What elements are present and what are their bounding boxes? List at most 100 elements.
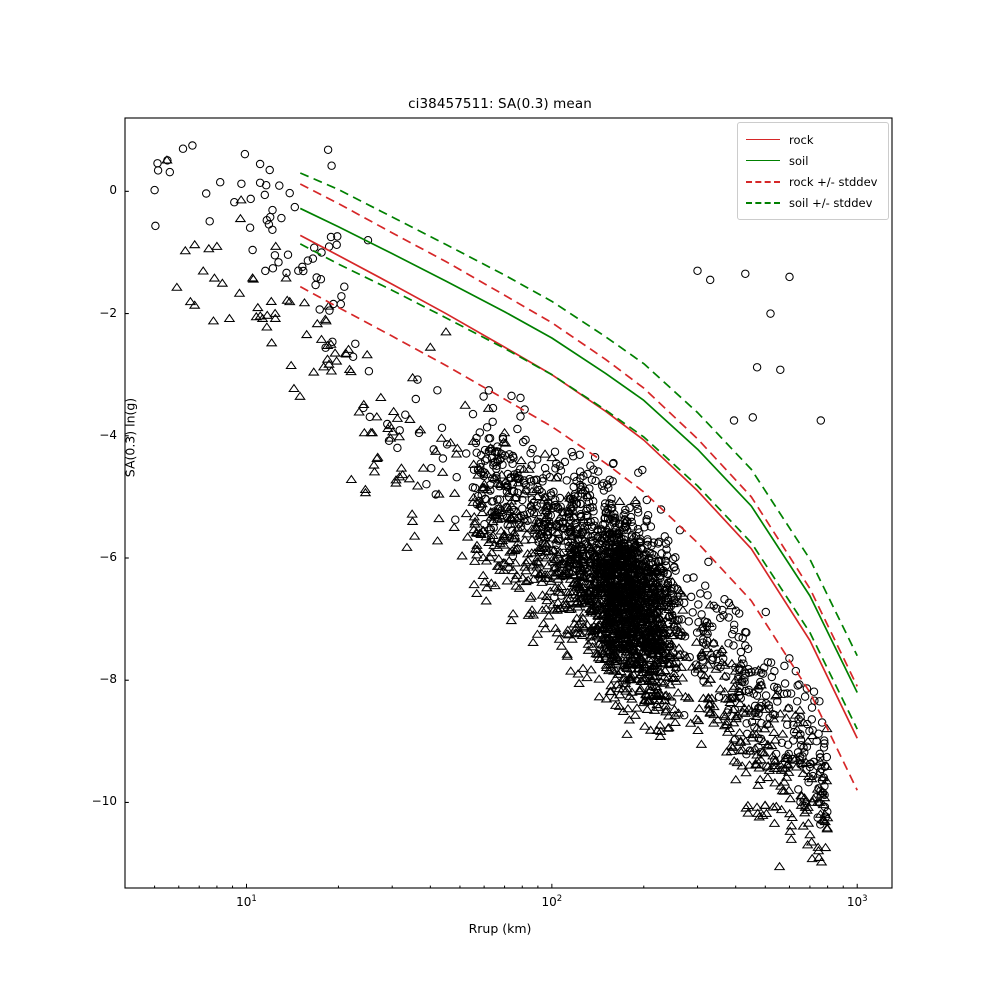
y-tick-label: −10 (91, 794, 117, 809)
data-point-circle (237, 179, 246, 189)
data-point-circle (468, 409, 478, 419)
data-point-triangle (816, 786, 828, 796)
data-point-triangle (727, 683, 740, 692)
data-point-triangle (477, 525, 490, 535)
data-point-triangle (579, 595, 592, 605)
data-point-triangle (269, 313, 282, 322)
data-point-triangle (609, 601, 622, 611)
data-point-triangle (261, 322, 273, 331)
data-point-triangle (471, 540, 483, 549)
data-point-triangle (776, 729, 789, 738)
data-point-triangle (637, 662, 650, 671)
data-point-triangle (529, 567, 542, 577)
data-point-triangle (211, 241, 223, 250)
data-point-circle (393, 443, 402, 453)
data-point-circle (153, 166, 163, 175)
data-point-triangle (414, 425, 427, 434)
data-point-triangle (484, 552, 496, 561)
data-point-triangle (577, 613, 589, 622)
data-point-triangle (440, 327, 452, 336)
data-point-triangle (680, 652, 693, 661)
data-point-circle (608, 459, 618, 469)
data-point-triangle (343, 364, 356, 373)
data-point-triangle (812, 842, 824, 851)
data-point-circle (488, 417, 497, 427)
data-point-triangle (595, 567, 608, 577)
data-point-triangle (816, 814, 829, 824)
data-point-triangle (527, 637, 539, 646)
data-point-circle (274, 258, 283, 267)
data-point-triangle (695, 739, 708, 748)
data-point-triangle (652, 702, 664, 711)
data-point-triangle (657, 588, 670, 598)
data-point-triangle (769, 756, 781, 765)
data-point-triangle (673, 643, 685, 652)
data-point-triangle (703, 700, 716, 709)
data-point-triangle (406, 372, 419, 382)
data-point-circle (576, 473, 585, 483)
data-point-triangle (621, 729, 633, 738)
data-point-circle (150, 185, 159, 195)
data-point-circle (521, 435, 530, 445)
data-point-triangle (599, 653, 612, 662)
data-point-triangle (223, 313, 236, 323)
data-point-triangle (323, 359, 335, 368)
data-point-triangle (475, 528, 487, 537)
legend-line-rock-stddev (746, 180, 780, 183)
data-point-circle (668, 613, 678, 622)
data-point-triangle (366, 427, 379, 437)
data-point-circle (316, 274, 326, 284)
data-point-triangle (539, 503, 551, 512)
data-point-circle (606, 503, 616, 513)
data-point-triangle (610, 558, 622, 567)
data-point-circle (724, 705, 733, 715)
data-point-circle (633, 504, 642, 514)
data-point-triangle (618, 611, 631, 620)
data-point-triangle (791, 724, 803, 734)
data-point-triangle (740, 803, 752, 812)
data-point-triangle (585, 590, 598, 600)
data-point-triangle (743, 704, 755, 713)
data-point-circle (551, 464, 560, 473)
data-point-circle (205, 217, 214, 226)
data-point-triangle (498, 531, 510, 540)
data-point-triangle (779, 753, 791, 762)
data-point-circle (519, 478, 529, 488)
data-point-circle (260, 190, 270, 200)
data-point-circle (556, 466, 566, 475)
data-point-triangle (638, 602, 651, 611)
data-point-triangle (643, 696, 655, 705)
data-point-triangle (608, 641, 620, 651)
data-point-triangle (592, 620, 605, 629)
data-point-triangle (679, 691, 692, 701)
data-point-triangle (433, 513, 445, 523)
data-point-triangle (604, 686, 616, 696)
data-point-triangle (513, 512, 526, 521)
data-point-triangle (365, 427, 377, 437)
data-point-triangle (503, 562, 515, 571)
data-point-triangle (330, 356, 343, 365)
data-point-triangle (483, 522, 496, 532)
data-point-triangle (652, 623, 665, 632)
data-point-triangle (396, 469, 409, 479)
data-point-triangle (634, 686, 646, 695)
data-point-triangle (480, 596, 492, 605)
data-point-circle (587, 475, 597, 485)
data-point-triangle (757, 810, 769, 819)
data-point-triangle (703, 704, 715, 713)
data-point-triangle (547, 546, 559, 555)
data-point-circle (586, 461, 595, 470)
data-point-triangle (315, 334, 328, 343)
data-point-circle (741, 269, 750, 279)
data-point-triangle (768, 818, 781, 827)
data-point-triangle (667, 598, 679, 608)
data-point-triangle (617, 567, 630, 577)
data-point-circle (325, 306, 334, 315)
data-point-triangle (619, 673, 631, 682)
data-point-triangle (784, 826, 796, 835)
data-point-triangle (708, 709, 720, 719)
data-point-triangle (623, 715, 636, 724)
data-point-triangle (599, 611, 612, 620)
data-point-circle (492, 461, 501, 471)
data-point-circle (246, 194, 255, 204)
